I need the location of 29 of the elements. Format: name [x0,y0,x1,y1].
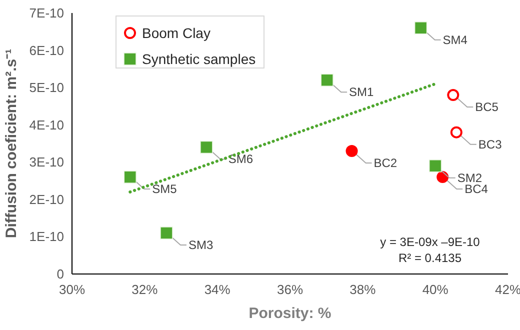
y-tick-label: 1E-10 [29,229,64,244]
y-tick-label: 3E-10 [29,154,64,170]
y-axis-title: Diffusion coeficient: m².s⁻¹ [3,48,20,238]
data-label: SM2 [457,170,482,185]
data-label: BC5 [475,100,499,114]
y-tick-label: 5E-10 [29,80,64,96]
data-label: BC4 [464,182,488,196]
data-label: BC2 [374,156,398,170]
y-tick-label: 2E-10 [29,192,64,207]
legend-label: Boom Clay [142,25,210,41]
annotation: y = 3E-09x –9E-10 [380,235,480,249]
x-tick-label: 30% [58,282,86,297]
data-label: SM1 [349,85,374,100]
x-tick-label: 38% [350,282,376,297]
y-tick-label: 6E-10 [29,42,64,58]
x-axis-title: Porosity: % [248,305,332,322]
data-label: SM5 [152,182,178,196]
y-tick-label: 0 [56,266,64,282]
annotation: R² = 0.4135 [398,251,462,265]
x-tick-label: 34% [204,282,231,297]
x-tick-label: 40% [422,282,449,297]
data-label: SM3 [188,238,214,252]
y-tick-label: 4E-10 [29,117,64,132]
legend-label: Synthetic samples [142,51,256,67]
y-tick-label: 7E-10 [29,6,64,20]
x-tick-label: 32% [132,282,158,297]
data-label: SM4 [442,32,468,47]
data-label: BC3 [478,137,502,152]
x-tick-label: 36% [276,282,304,297]
